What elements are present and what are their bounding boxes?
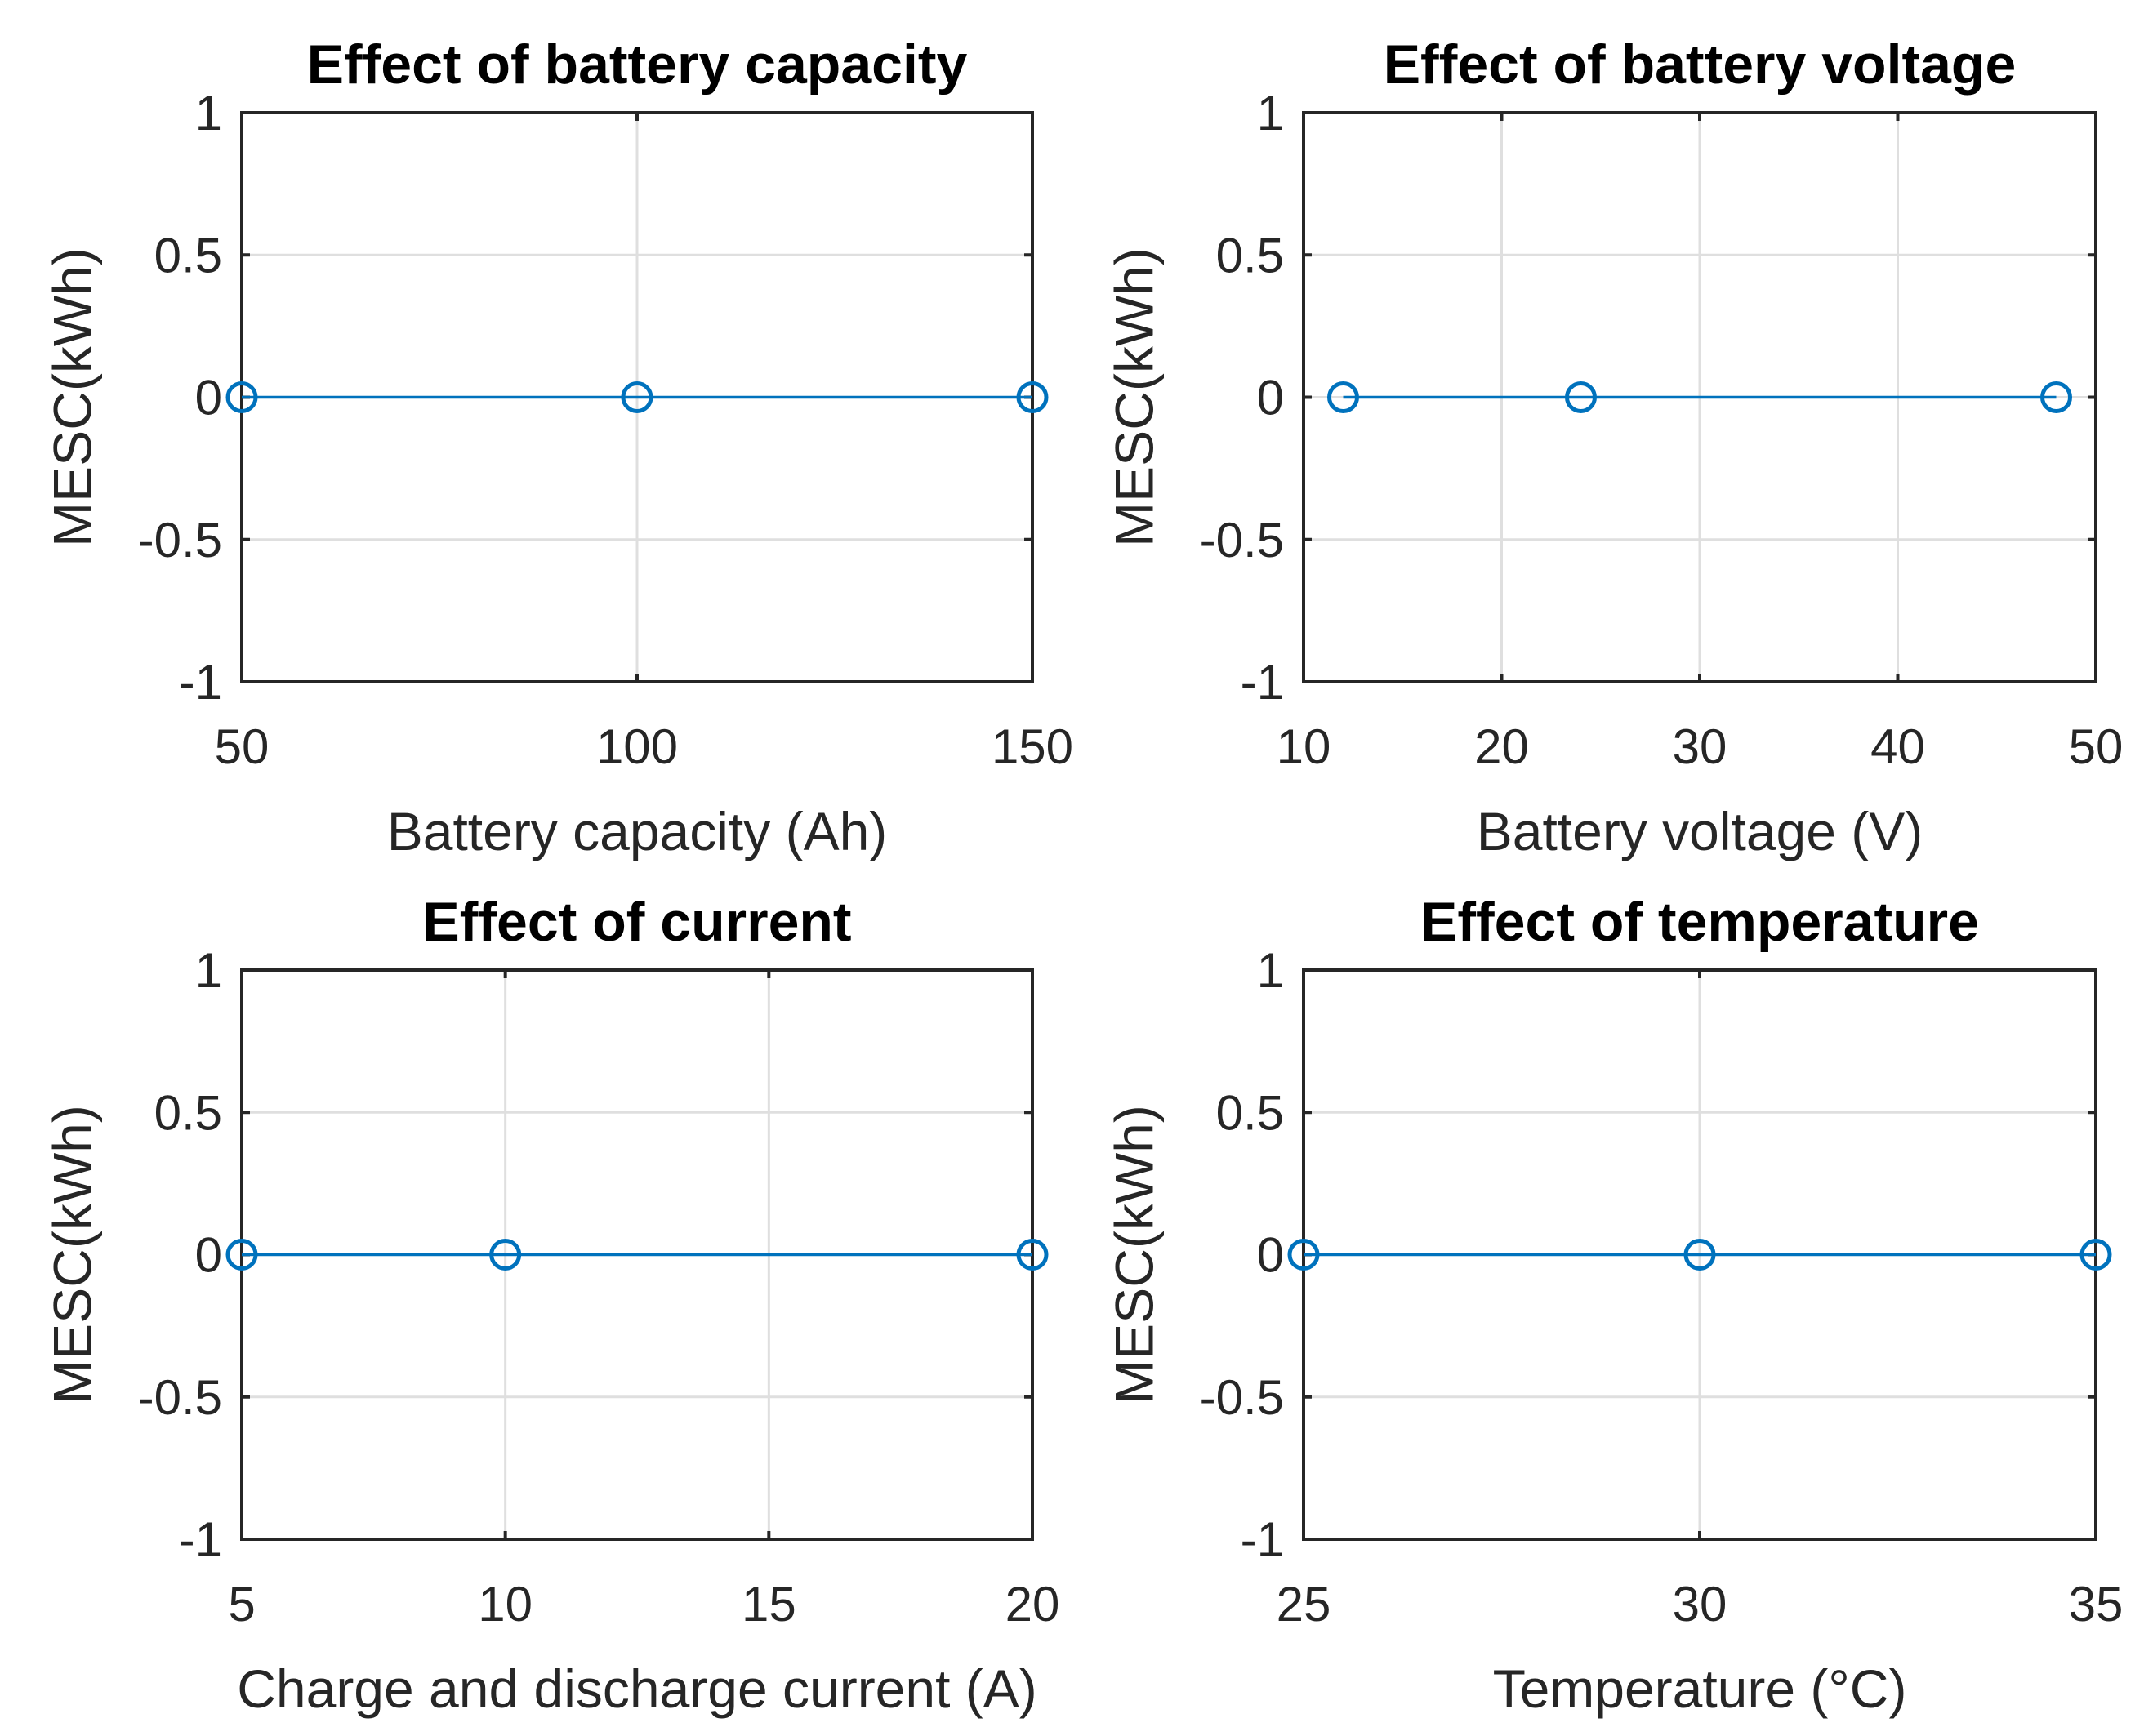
temperature-x-tick-label: 30 <box>1673 1577 1727 1631</box>
battery-capacity-x-axis-label: Battery capacity (Ah) <box>387 801 888 861</box>
current-x-tick-label: 15 <box>742 1577 796 1631</box>
battery-voltage-x-tick-label: 50 <box>2069 719 2124 774</box>
current-y-tick-label: 0.5 <box>154 1085 222 1140</box>
battery-voltage-x-tick-label: 30 <box>1673 719 1727 774</box>
temperature-y-tick-label: 1 <box>1257 943 1284 998</box>
battery-capacity-y-tick-label: 1 <box>195 86 222 140</box>
battery-capacity-chart-title: Effect of battery capacity <box>307 33 968 96</box>
current-x-tick-label: 5 <box>228 1577 255 1631</box>
battery-voltage-y-tick-label: 0.5 <box>1216 228 1284 283</box>
battery-capacity-x-tick-label: 100 <box>596 719 678 774</box>
temperature-x-axis-label: Temperature (°C) <box>1493 1658 1907 1719</box>
current-chart-title: Effect of current <box>422 891 851 953</box>
temperature-chart-title: Effect of temperature <box>1420 891 1979 953</box>
current-y-tick-label: -1 <box>179 1512 222 1567</box>
battery-capacity-data-point <box>1016 381 1049 413</box>
battery-voltage-x-tick-label: 10 <box>1277 719 1331 774</box>
battery-voltage-x-axis-label: Battery voltage (V) <box>1477 801 1923 861</box>
current-chart: 5 10 15 20 1 0.5 0 -0.5 -1 Effect of current Charg… <box>42 891 1059 1719</box>
current-x-axis-label: Charge and discharge current (A) <box>237 1658 1037 1719</box>
battery-voltage-y-axis-label: MESC(kWh) <box>1103 247 1164 547</box>
current-data-point <box>489 1239 522 1271</box>
temperature-y-axis-label: MESC(kWh) <box>1103 1105 1164 1404</box>
temperature-x-tick-label: 25 <box>1277 1577 1331 1631</box>
temperature-x-tick-label: 35 <box>2069 1577 2124 1631</box>
temperature-y-tick-label: -1 <box>1241 1512 1284 1567</box>
battery-voltage-x-tick-label: 20 <box>1474 719 1529 774</box>
battery-capacity-data-point <box>621 381 653 413</box>
current-x-tick-label: 10 <box>478 1577 533 1631</box>
current-data-point <box>1016 1239 1049 1271</box>
battery-capacity-y-axis-label: MESC(kWh) <box>42 247 102 547</box>
battery-capacity-x-tick-label: 50 <box>215 719 270 774</box>
temperature-y-tick-label: 0.5 <box>1216 1085 1284 1140</box>
battery-capacity-y-tick-label: -0.5 <box>138 513 222 568</box>
current-y-tick-label: 1 <box>195 943 222 998</box>
temperature-data-point <box>1287 1239 1320 1271</box>
battery-capacity-y-tick-label: 0.5 <box>154 228 222 283</box>
battery-voltage-y-tick-label: 1 <box>1257 86 1284 140</box>
battery-capacity-chart: 50 100 150 1 0.5 0 -0.5 -1 Effect of battery cap… <box>42 33 1073 861</box>
battery-voltage-chart: 10 20 30 40 50 1 0.5 0 -0.5 -1 Effect of battery v… <box>1103 33 2123 861</box>
battery-capacity-y-tick-label: -1 <box>179 655 222 710</box>
temperature-data-point <box>2079 1239 2112 1271</box>
battery-voltage-y-tick-label: -0.5 <box>1200 513 1284 568</box>
battery-voltage-y-tick-label: -1 <box>1241 655 1284 710</box>
battery-voltage-data-point <box>1565 381 1597 413</box>
battery-voltage-chart-title: Effect of battery voltage <box>1384 33 2017 96</box>
temperature-y-tick-label: 0 <box>1257 1228 1284 1283</box>
battery-voltage-y-tick-label: 0 <box>1257 371 1284 425</box>
temperature-y-tick-label: -0.5 <box>1200 1370 1284 1425</box>
current-y-tick-label: -0.5 <box>138 1370 222 1425</box>
battery-capacity-y-tick-label: 0 <box>195 371 222 425</box>
battery-voltage-data-point <box>1327 381 1359 413</box>
battery-voltage-data-point <box>2040 381 2072 413</box>
current-y-tick-label: 0 <box>195 1228 222 1283</box>
temperature-chart: 25 30 35 1 0.5 0 -0.5 -1 Effect of temperature Te… <box>1103 891 2123 1719</box>
battery-capacity-data-point <box>225 381 258 413</box>
battery-capacity-x-tick-label: 150 <box>992 719 1073 774</box>
temperature-data-point <box>1683 1239 1716 1271</box>
current-data-point <box>225 1239 258 1271</box>
current-y-axis-label: MESC(kWh) <box>42 1105 102 1404</box>
battery-voltage-x-tick-label: 40 <box>1870 719 1925 774</box>
current-x-tick-label: 20 <box>1005 1577 1060 1631</box>
